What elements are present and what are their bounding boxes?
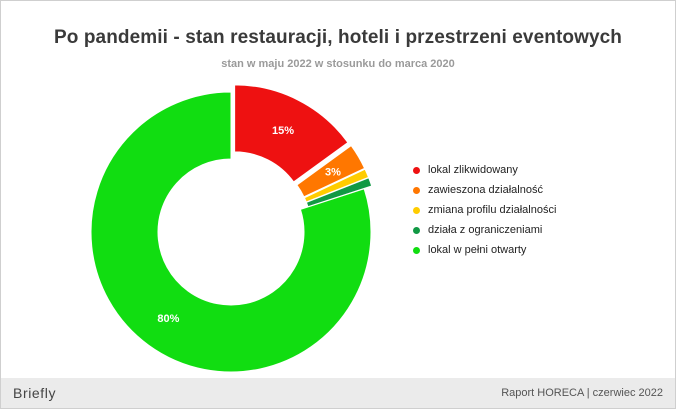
chart-legend: lokal zlikwidowany zawieszona działalność… [413,160,613,260]
legend-swatch-icon [413,226,420,234]
donut-slice-zawieszona-dzialalnosc [296,144,366,198]
legend-swatch-icon [413,166,420,174]
donut-chart: 15% 3% 80% [90,84,373,373]
data-label-zawieszona-dzialalnosc: 3% [325,167,341,179]
legend-label: zawieszona działalność [428,184,543,196]
legend-label: zmiana profilu działalności [428,204,557,216]
legend-label: lokal w pełni otwarty [428,244,527,256]
report-caption: Raport HORECA | czerwiec 2022 [501,387,663,399]
footer-bar: Briefly Raport HORECA | czerwiec 2022 [1,378,675,408]
data-label-lokal-zlikwidowany: 15% [272,125,294,137]
chart-title: Po pandemii - stan restauracji, hoteli i… [53,27,622,48]
legend-item-dziala-z-ograniczeniami: działa z ograniczeniami [413,220,613,240]
legend-swatch-icon [413,206,420,214]
data-label-lokal-w-pelni-otwarty: 80% [157,313,179,325]
legend-swatch-icon [413,246,420,254]
legend-item-zawieszona-dzialalnosc: zawieszona działalność [413,180,613,200]
legend-item-zmiana-profilu-dzialalnosci: zmiana profilu działalności [413,200,613,220]
legend-label: lokal zlikwidowany [428,164,518,176]
legend-item-lokal-w-pelni-otwarty: lokal w pełni otwarty [413,240,613,260]
donut-slice-zmiana-profilu-dzialalnosci [303,168,370,203]
donut-slice-lokal-zlikwidowany [234,84,349,183]
chart-subtitle: stan w maju 2022 w stosunku do marca 202… [221,58,455,70]
brand-logo: Briefly [13,385,57,401]
legend-swatch-icon [413,186,420,194]
donut-slice-lokal-w-pelni-otwarty [90,91,372,373]
legend-label: działa z ograniczeniami [428,224,543,236]
legend-item-lokal-zlikwidowany: lokal zlikwidowany [413,160,613,180]
